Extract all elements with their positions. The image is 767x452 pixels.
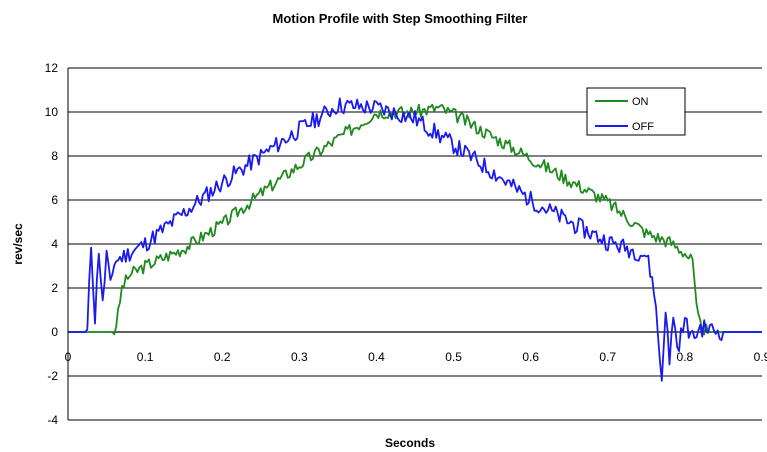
x-tick-label: 0.9	[754, 350, 767, 364]
x-tick-label: 0.8	[677, 350, 694, 364]
series-line-off	[68, 97, 762, 382]
y-tick-label: 6	[51, 193, 58, 207]
grid-lines	[68, 67, 762, 421]
legend-label-on: ON	[632, 96, 649, 108]
chart-title: Motion Profile with Step Smoothing Filte…	[273, 11, 528, 26]
y-tick-label: 10	[45, 105, 59, 119]
x-tick-label: 0.5	[445, 350, 462, 364]
x-tick-label: 0.2	[214, 350, 231, 364]
x-tick-label: 0.3	[291, 350, 308, 364]
series-lines	[68, 97, 762, 382]
x-tick-label: 0.6	[522, 350, 539, 364]
y-axis-label: rev/sec	[11, 223, 25, 265]
legend: ON OFF	[586, 87, 686, 136]
y-tick-label: 2	[51, 281, 58, 295]
series-line-on	[68, 103, 762, 336]
legend-box	[586, 87, 686, 136]
x-tick-label: 0.4	[368, 350, 385, 364]
y-tick-labels: 12 10 8 6 4 2 0 -2 -4	[45, 61, 59, 427]
x-tick-label: 0.7	[599, 350, 616, 364]
y-tick-label: 4	[51, 237, 58, 251]
x-tick-labels: 00.10.20.30.40.50.60.70.80.9	[65, 350, 767, 364]
x-tick-label: 0.1	[137, 350, 154, 364]
y-tick-label: 8	[51, 149, 58, 163]
y-tick-label: 0	[51, 325, 58, 339]
y-tick-label: -4	[47, 413, 58, 427]
y-tick-label: -2	[47, 369, 58, 383]
y-tick-label: 12	[45, 61, 59, 75]
x-axis-label: Seconds	[385, 436, 435, 450]
legend-label-off: OFF	[632, 121, 654, 133]
